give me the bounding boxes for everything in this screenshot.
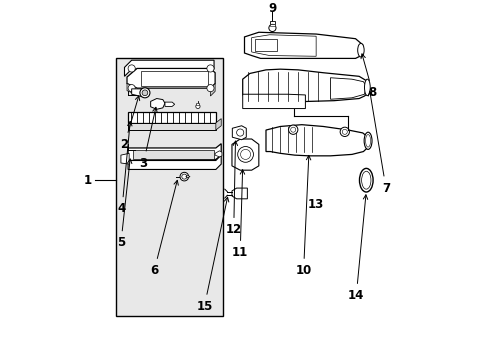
- Polygon shape: [215, 151, 222, 157]
- Text: 10: 10: [295, 156, 311, 277]
- Text: 7: 7: [367, 91, 389, 195]
- Circle shape: [206, 65, 214, 72]
- Polygon shape: [127, 68, 215, 88]
- Polygon shape: [128, 123, 215, 130]
- Bar: [115, 58, 223, 316]
- Polygon shape: [231, 188, 247, 199]
- Polygon shape: [269, 21, 275, 24]
- Polygon shape: [128, 155, 221, 170]
- Polygon shape: [185, 176, 190, 178]
- Polygon shape: [232, 126, 246, 140]
- Circle shape: [342, 129, 346, 134]
- Text: 11: 11: [232, 170, 248, 259]
- Text: 5: 5: [117, 159, 132, 249]
- Bar: [255, 39, 276, 50]
- Ellipse shape: [361, 171, 370, 189]
- Circle shape: [195, 104, 200, 109]
- Ellipse shape: [365, 135, 370, 147]
- Polygon shape: [244, 32, 362, 58]
- Text: 12: 12: [225, 141, 242, 236]
- Polygon shape: [251, 35, 316, 56]
- Polygon shape: [270, 24, 274, 26]
- Circle shape: [128, 85, 135, 92]
- Bar: [196, 103, 199, 105]
- Circle shape: [237, 147, 253, 162]
- Circle shape: [290, 127, 295, 132]
- Circle shape: [182, 174, 186, 179]
- Circle shape: [206, 85, 214, 92]
- Text: 13: 13: [307, 198, 324, 211]
- Polygon shape: [242, 94, 305, 109]
- Text: 1: 1: [83, 174, 91, 187]
- Ellipse shape: [364, 132, 371, 149]
- Text: 14: 14: [347, 195, 367, 302]
- Ellipse shape: [359, 168, 372, 192]
- Circle shape: [268, 24, 275, 32]
- Text: 3: 3: [139, 107, 157, 170]
- Polygon shape: [141, 71, 207, 86]
- Circle shape: [180, 172, 188, 181]
- Polygon shape: [124, 60, 214, 76]
- Polygon shape: [164, 102, 174, 107]
- Polygon shape: [121, 153, 129, 164]
- Text: 6: 6: [150, 180, 178, 277]
- Polygon shape: [127, 84, 137, 95]
- Circle shape: [140, 88, 150, 98]
- Ellipse shape: [357, 43, 364, 57]
- Polygon shape: [150, 99, 164, 109]
- Circle shape: [288, 125, 297, 134]
- Text: 4: 4: [118, 121, 132, 215]
- Text: 8: 8: [360, 54, 376, 99]
- Text: 2: 2: [120, 96, 140, 151]
- Polygon shape: [133, 150, 214, 159]
- Text: 15: 15: [196, 197, 228, 313]
- Text: 9: 9: [268, 3, 276, 15]
- Polygon shape: [131, 89, 147, 97]
- Polygon shape: [210, 84, 215, 96]
- Polygon shape: [330, 78, 366, 99]
- Polygon shape: [215, 118, 221, 130]
- Circle shape: [142, 90, 147, 96]
- Circle shape: [240, 149, 250, 159]
- Circle shape: [236, 129, 244, 136]
- Circle shape: [128, 65, 135, 72]
- Polygon shape: [128, 112, 215, 123]
- Circle shape: [340, 127, 349, 136]
- Polygon shape: [242, 69, 368, 102]
- Polygon shape: [231, 139, 258, 170]
- Polygon shape: [265, 125, 368, 156]
- Ellipse shape: [364, 79, 369, 96]
- Polygon shape: [128, 144, 221, 161]
